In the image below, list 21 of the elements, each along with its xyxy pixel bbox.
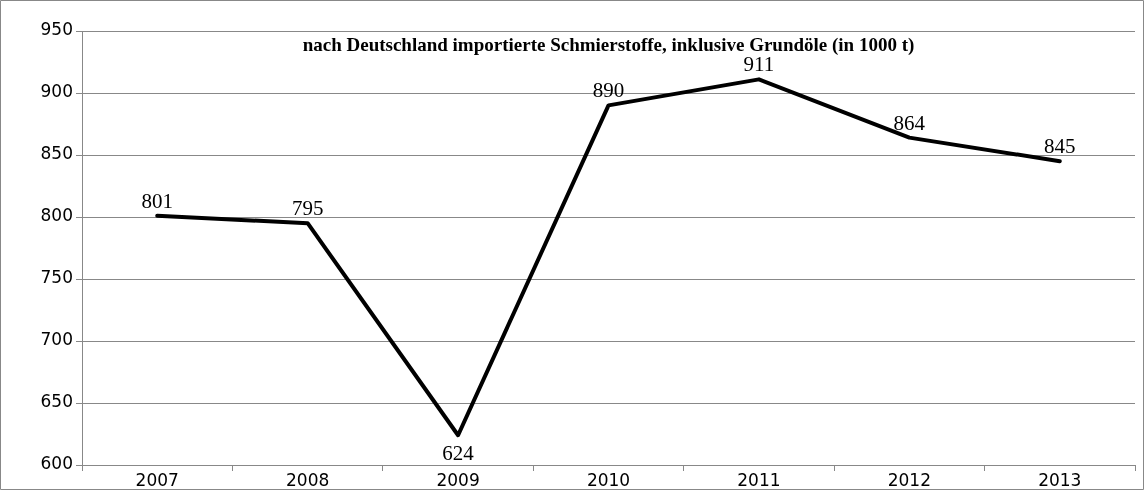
x-tick-label: 2013 <box>1038 469 1082 490</box>
y-tick-label: 600 <box>40 453 73 474</box>
x-tick-label: 2009 <box>436 469 480 490</box>
data-label: 795 <box>291 196 324 221</box>
data-label: 890 <box>592 78 625 103</box>
y-tick-label: 900 <box>40 81 73 102</box>
data-label: 864 <box>893 110 926 135</box>
y-tick-label: 700 <box>40 329 73 350</box>
data-label: 801 <box>141 188 173 213</box>
x-tick-label: 2007 <box>135 469 179 490</box>
data-label: 624 <box>442 441 475 466</box>
x-tick-label: 2010 <box>586 469 631 490</box>
x-tick-label: 2008 <box>286 469 330 490</box>
y-tick-label: 800 <box>40 205 73 226</box>
y-tick-label: 950 <box>40 19 73 40</box>
data-label: 845 <box>1044 134 1076 159</box>
y-tick-label: 650 <box>40 391 73 412</box>
x-tick-label: 2012 <box>887 469 931 490</box>
y-tick-label: 850 <box>40 143 73 164</box>
y-tick-label: 750 <box>40 267 73 288</box>
x-tick-label: 2011 <box>737 469 781 490</box>
